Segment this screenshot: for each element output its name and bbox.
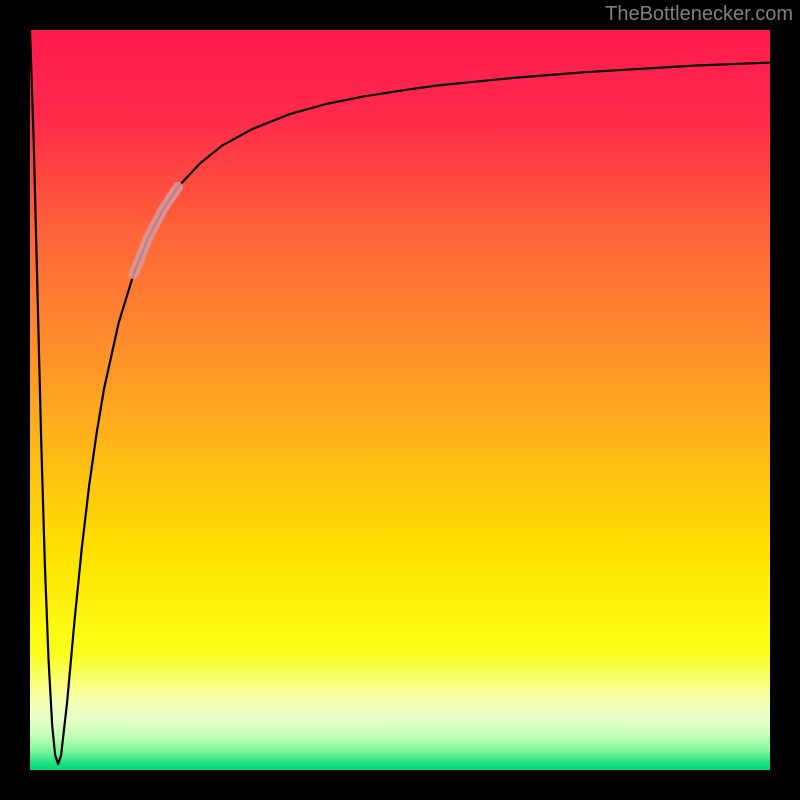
watermark-text: TheBottlenecker.com (605, 3, 793, 26)
gradient-background (30, 30, 770, 770)
chart-svg (30, 30, 770, 770)
plot-area (30, 30, 770, 770)
chart-container: TheBottlenecker.com (0, 0, 800, 800)
